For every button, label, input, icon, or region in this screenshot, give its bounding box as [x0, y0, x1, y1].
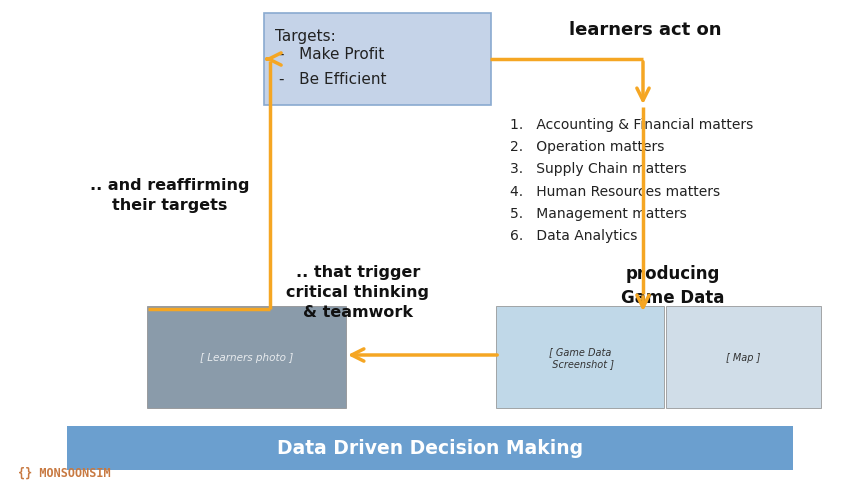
- Text: [ Map ]: [ Map ]: [727, 352, 761, 362]
- Text: [ Learners photo ]: [ Learners photo ]: [200, 352, 293, 362]
- Text: -   Make Profit
-   Be Efficient: - Make Profit - Be Efficient: [279, 47, 386, 86]
- Text: {} MONSOONSIM: {} MONSOONSIM: [18, 466, 111, 479]
- FancyBboxPatch shape: [496, 306, 664, 408]
- Text: learners act on: learners act on: [568, 21, 722, 39]
- FancyBboxPatch shape: [264, 14, 491, 106]
- Text: Targets:: Targets:: [275, 29, 335, 44]
- Text: .. that trigger
critical thinking
& teamwork: .. that trigger critical thinking & team…: [286, 264, 429, 319]
- Text: 1.   Accounting & Financial matters
2.   Operation matters
3.   Supply Chain mat: 1. Accounting & Financial matters 2. Ope…: [510, 118, 753, 243]
- FancyBboxPatch shape: [666, 306, 821, 408]
- FancyBboxPatch shape: [147, 306, 346, 408]
- Text: [ Game Data
  Screenshot ]: [ Game Data Screenshot ]: [546, 346, 614, 368]
- Text: producing
Game Data: producing Game Data: [621, 264, 725, 306]
- FancyBboxPatch shape: [67, 426, 793, 470]
- Text: Data Driven Decision Making: Data Driven Decision Making: [277, 439, 583, 458]
- Text: .. and reaffirming
their targets: .. and reaffirming their targets: [90, 178, 249, 212]
